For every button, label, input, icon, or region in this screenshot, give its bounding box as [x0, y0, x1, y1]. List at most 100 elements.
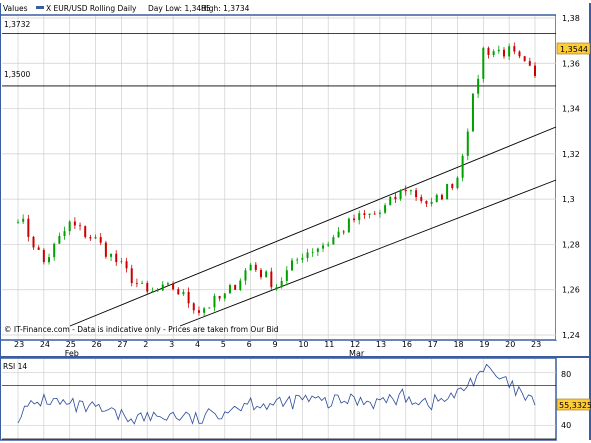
- candle-body: [239, 280, 242, 290]
- candle-body: [301, 258, 304, 260]
- candle-body: [182, 291, 185, 295]
- date-tick-label: 5: [221, 340, 226, 349]
- date-tick-label: 10: [298, 340, 308, 349]
- candle-body: [389, 196, 392, 206]
- date-tick-label: 3: [169, 340, 174, 349]
- candle-body: [203, 308, 206, 313]
- price-tick-label: 1,32: [562, 150, 580, 159]
- candle-body: [394, 196, 397, 200]
- date-tick-label: 16: [402, 340, 412, 349]
- candle-body: [17, 221, 19, 223]
- rsi-value-badge: [556, 398, 591, 411]
- date-tick-label: 13: [376, 340, 386, 349]
- candle-body: [89, 237, 92, 239]
- date-tick-label: 24: [40, 340, 50, 349]
- candle-body: [296, 259, 299, 261]
- values-label: Values: [3, 4, 28, 13]
- date-tick-label: 11: [324, 340, 334, 349]
- candle-body: [22, 218, 25, 222]
- date-tick-label: 2: [143, 340, 148, 349]
- candle-body: [27, 218, 30, 237]
- price-tick-label: 1,34: [562, 105, 580, 114]
- candle-body: [311, 251, 314, 253]
- candle-body: [161, 284, 164, 291]
- main-panel-frame: [0, 14, 557, 341]
- date-tick-label: 19: [479, 340, 489, 349]
- candle-body: [332, 237, 335, 245]
- date-tick-label: 26: [92, 340, 102, 349]
- candle-body: [358, 213, 361, 221]
- candle-body: [94, 237, 97, 239]
- candle-body: [146, 283, 149, 292]
- day-high: High: 1,3734: [201, 4, 250, 13]
- candle-body: [471, 93, 474, 132]
- candle-body: [487, 47, 490, 55]
- candle-body: [58, 235, 61, 244]
- candle-body: [125, 261, 128, 269]
- candle-body: [451, 183, 454, 189]
- candle-body: [151, 290, 154, 292]
- candle-body: [192, 303, 195, 311]
- candle-body: [110, 253, 113, 257]
- candle-body: [177, 289, 180, 295]
- month-label-mar: Mar: [349, 349, 365, 358]
- candle-body: [508, 46, 511, 57]
- candle-body: [68, 221, 71, 232]
- candle-body: [518, 51, 521, 57]
- rsi-title: RSI 14: [3, 362, 27, 371]
- candle-body: [135, 283, 138, 284]
- price-tick-label: 1,38: [562, 14, 580, 23]
- candle-body: [79, 225, 82, 227]
- candle-body: [63, 231, 66, 236]
- candle-body: [213, 296, 216, 308]
- candle-body: [425, 200, 428, 204]
- candle-body: [156, 290, 159, 292]
- rsi-series-line: [17, 363, 536, 425]
- candle-body: [234, 285, 237, 290]
- candle-body: [456, 177, 459, 189]
- date-tick-label: 9: [273, 340, 278, 349]
- watermark-text: © IT-Finance.com - Data is indicative on…: [4, 325, 279, 334]
- candle-body: [363, 213, 366, 215]
- candle-body: [187, 291, 190, 304]
- rsi-value-text: 55,3325: [559, 401, 591, 410]
- rsi-line: [17, 363, 536, 425]
- price-tick-label: 1,28: [562, 240, 580, 249]
- candle-body: [316, 248, 319, 252]
- day-low: Day Low: 1,3485: [148, 4, 211, 13]
- candle-body: [482, 47, 485, 79]
- grid-lines: [2, 16, 556, 440]
- candle-body: [172, 283, 175, 290]
- candle-body: [378, 212, 381, 214]
- candle-body: [523, 56, 526, 62]
- date-tick-label: 12: [350, 340, 360, 349]
- candle-body: [141, 283, 144, 284]
- candle-body: [244, 270, 247, 281]
- channel-lower-line: [179, 179, 557, 327]
- candle-body: [502, 49, 505, 57]
- candle-body: [223, 293, 226, 299]
- candle-body: [291, 260, 294, 271]
- candle-body: [492, 51, 495, 55]
- date-tick-label: 6: [247, 340, 252, 349]
- candle-body: [265, 271, 268, 278]
- candle-body: [466, 131, 469, 156]
- date-tick-label: 27: [117, 340, 127, 349]
- candle-body: [259, 269, 262, 278]
- candle-body: [337, 231, 340, 238]
- candle-body: [430, 201, 433, 204]
- symbol-title: X EUR/USD Rolling Daily: [46, 4, 137, 13]
- candle-body: [446, 183, 449, 200]
- candle-body: [347, 218, 350, 233]
- date-tick-label: 23: [531, 340, 541, 349]
- month-label-feb: Feb: [65, 349, 79, 358]
- candle-body: [32, 236, 35, 248]
- date-tick-label: 4: [195, 340, 200, 349]
- candle-body: [130, 268, 133, 284]
- candle-body: [399, 189, 402, 200]
- date-tick-label: 20: [505, 340, 515, 349]
- candle-body: [84, 226, 87, 238]
- candle-body: [342, 231, 345, 233]
